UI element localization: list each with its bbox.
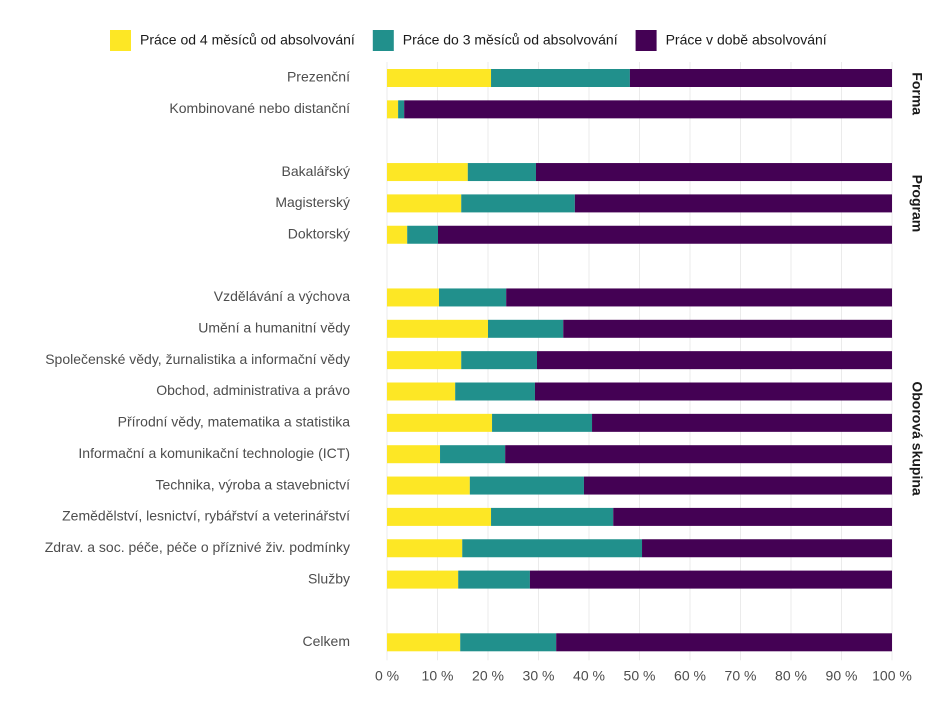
x-tick-label: 30 % (523, 668, 555, 684)
bar-segment (529, 570, 892, 589)
legend-label: Práce od 4 měsíců od absolvování (140, 32, 355, 48)
y-tick-label: Magisterský (275, 194, 350, 210)
bar-segment (461, 194, 575, 213)
bar-segment (455, 382, 535, 401)
y-tick-label: Přírodní vědy, matematika a statistika (118, 414, 351, 430)
x-tick-label: 80 % (775, 668, 807, 684)
bar-segment (462, 539, 643, 558)
x-tick-label: 60 % (674, 668, 706, 684)
bar-segment (387, 570, 459, 589)
bar-segment (556, 633, 892, 652)
bar-segment (398, 100, 405, 119)
y-tick-label: Prezenční (287, 69, 350, 85)
bar-segment (629, 69, 892, 87)
x-tick-label: 20 % (472, 668, 504, 684)
legend-label: Práce do 3 měsíců od absolvování (403, 32, 618, 48)
bar-segment (387, 507, 492, 526)
bar-segment (439, 288, 507, 307)
bar-segment (491, 69, 630, 87)
bar-segment (387, 413, 493, 432)
bar-segment (407, 225, 439, 244)
facet-label: Forma (909, 72, 925, 115)
bar-segment (387, 319, 488, 338)
bar-segment (467, 163, 536, 182)
y-tick-label: Zdrav. a soc. péče, péče o příznivé živ.… (45, 539, 350, 555)
x-tick-label: 100 % (872, 668, 912, 684)
bar-segment (642, 539, 892, 558)
y-tick-label: Technika, výroba a stavebnictví (155, 476, 350, 492)
y-tick-label: Bakalářský (282, 163, 350, 179)
facet-label: Oborová skupina (909, 381, 925, 496)
bar-segment (505, 445, 892, 464)
bar-segment (535, 163, 892, 182)
y-tick-label: Obchod, administrativa a právo (156, 382, 350, 398)
x-tick-label: 50 % (624, 668, 656, 684)
bar-segment (460, 633, 557, 652)
y-tick-label: Zemědělství, lesnictví, rybářství a vete… (62, 508, 350, 524)
legend-swatch (635, 30, 657, 51)
bar-segment (536, 351, 892, 370)
bar-segment (506, 288, 892, 307)
y-tick-label: Informační a komunikační technologie (IC… (78, 445, 350, 461)
bar-segment (387, 163, 468, 182)
y-tick-label: Kombinované nebo distanční (169, 100, 350, 116)
legend-swatch (372, 30, 394, 51)
bar-segment (583, 476, 892, 495)
bar-segment (387, 633, 461, 652)
bar-segment (387, 225, 408, 244)
bar-segment (387, 69, 492, 87)
bars (387, 69, 892, 652)
bar-segment (387, 288, 440, 307)
bar-segment (563, 319, 892, 338)
bar-segment (438, 225, 892, 244)
bar-segment (592, 413, 892, 432)
bar-segment (387, 194, 462, 213)
legend-swatch (110, 30, 131, 51)
x-tick-label: 0 % (375, 668, 399, 684)
y-tick-label: Celkem (303, 633, 350, 649)
bar-segment (387, 476, 470, 495)
bar-segment (387, 351, 462, 370)
y-tick-label: Služby (308, 570, 350, 586)
bar-segment (574, 194, 892, 213)
bar-segment (458, 570, 530, 589)
x-tick-label: 40 % (573, 668, 605, 684)
bar-segment (440, 445, 506, 464)
bar-segment (469, 476, 584, 495)
x-tick-label: 70 % (725, 668, 757, 684)
bar-segment (491, 507, 614, 526)
y-tick-label: Vzdělávání a výchova (214, 288, 350, 304)
x-tick-label: 90 % (826, 668, 858, 684)
bar-segment (404, 100, 892, 119)
legend-label: Práce v době absolvování (666, 32, 827, 48)
bar-segment (488, 319, 564, 338)
bar-segment (534, 382, 892, 401)
x-tick-label: 10 % (422, 668, 454, 684)
bar-segment (387, 539, 463, 558)
bar-segment (461, 351, 537, 370)
bar-segment (387, 445, 441, 464)
y-tick-label: Umění a humanitní vědy (198, 320, 350, 336)
bar-segment (387, 100, 399, 119)
y-tick-label: Doktorský (288, 225, 350, 241)
bar-segment (387, 382, 456, 401)
bar-segment (613, 507, 892, 526)
y-tick-label: Společenské vědy, žurnalistika a informa… (45, 351, 350, 367)
bar-segment (492, 413, 593, 432)
facet-label: Program (909, 175, 925, 233)
